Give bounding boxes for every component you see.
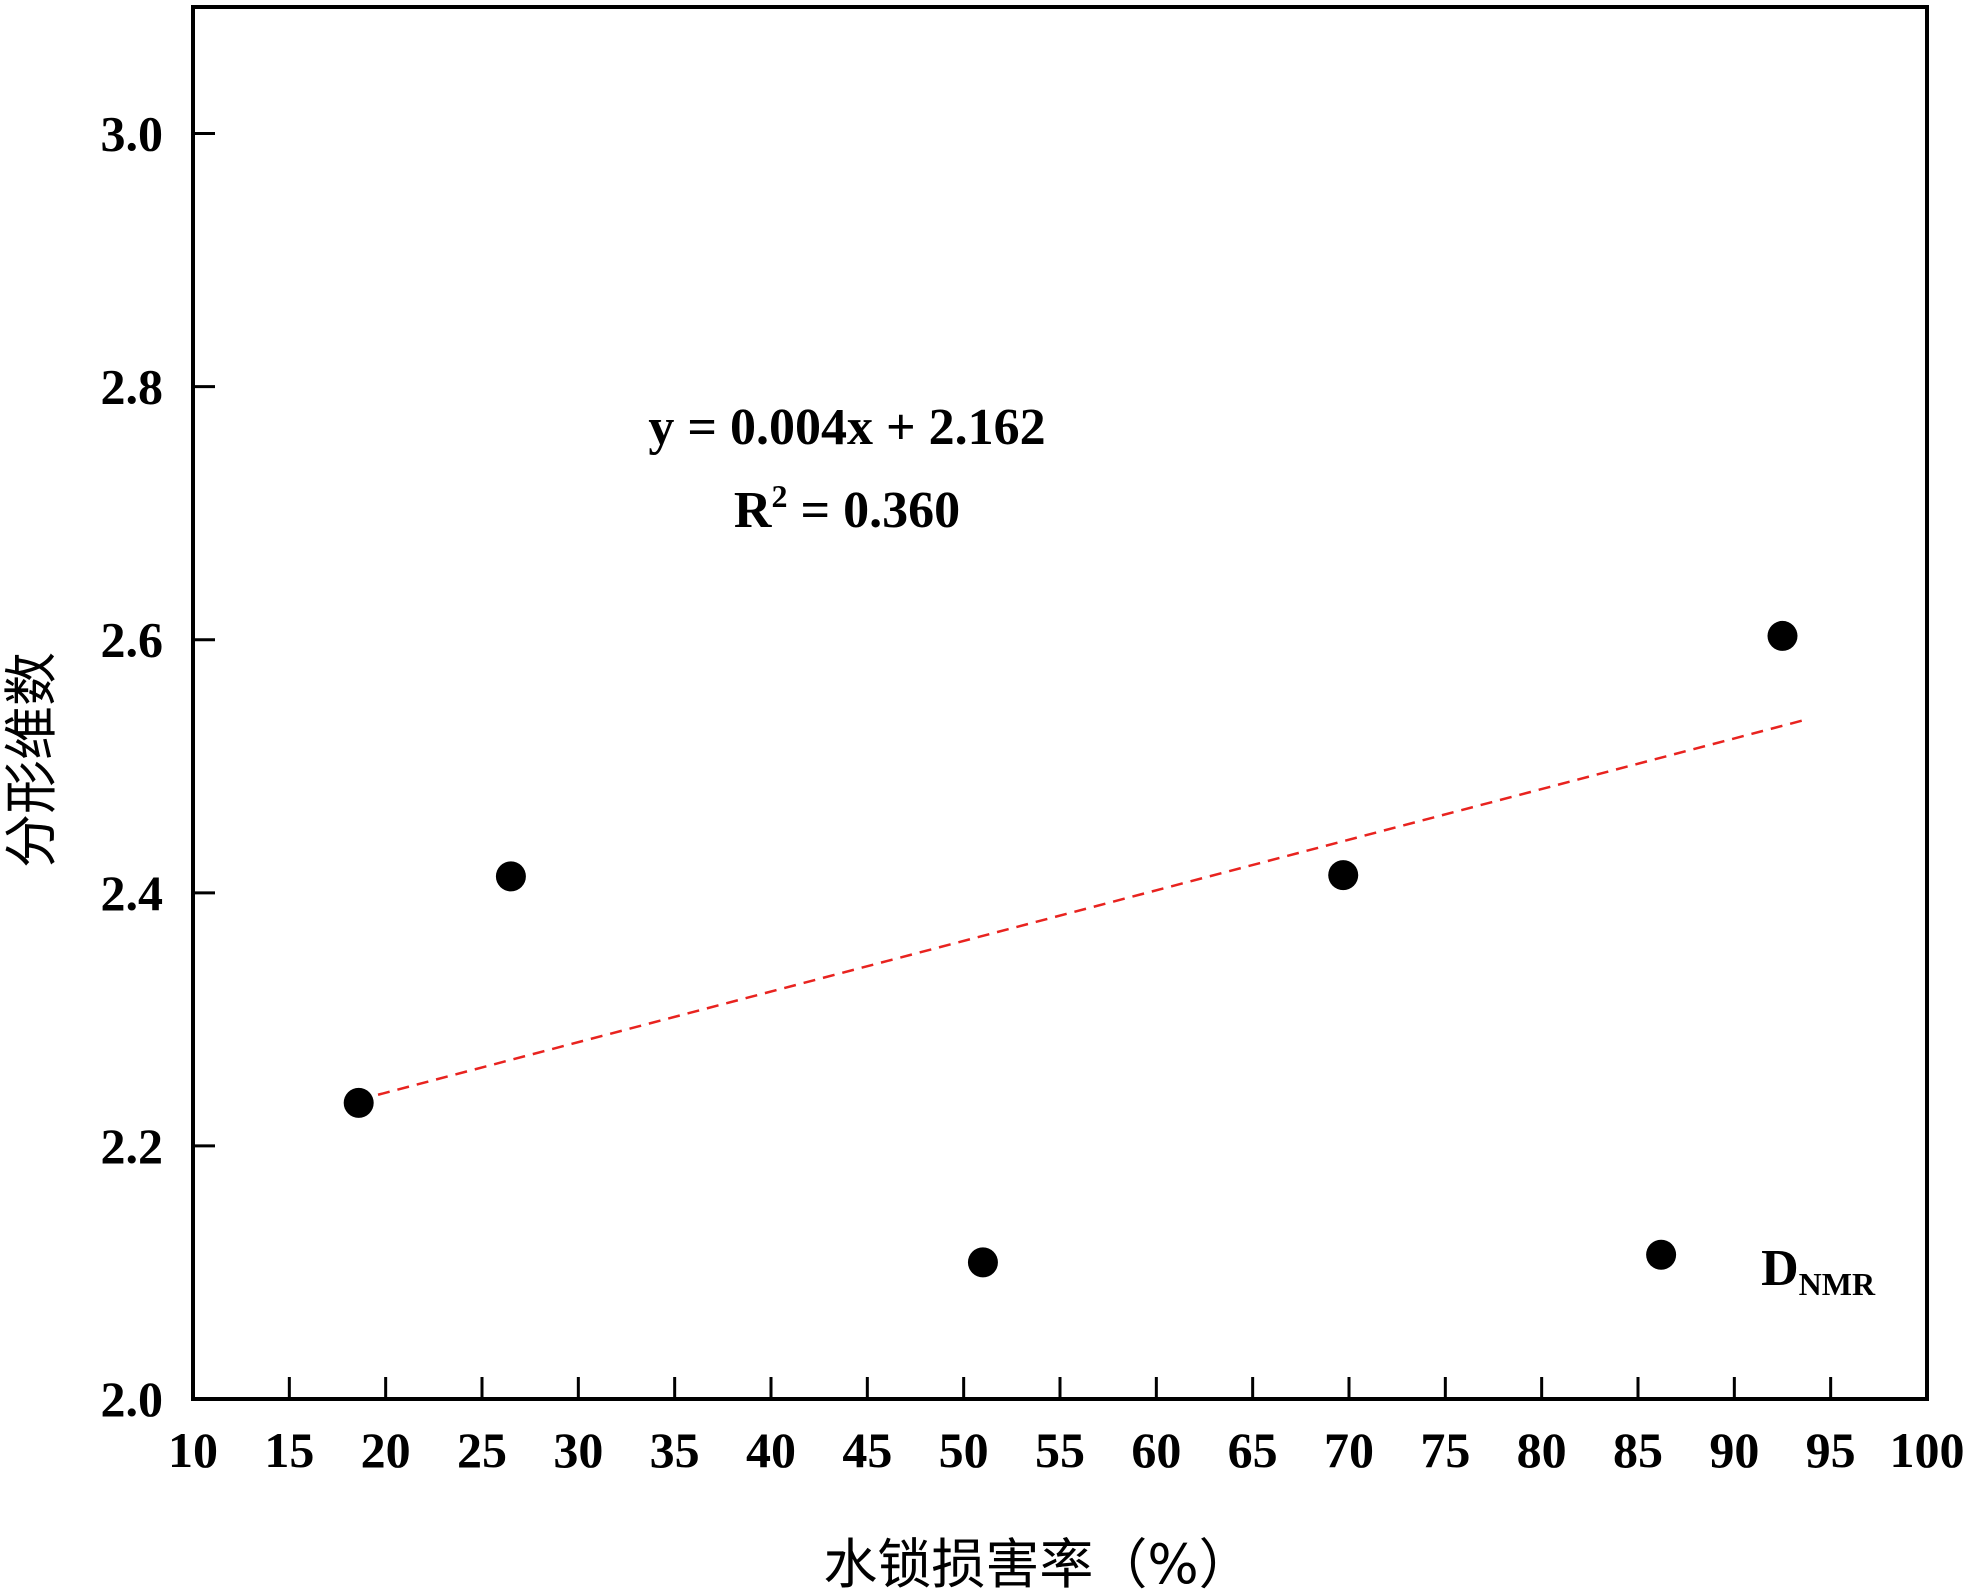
y-tick-label: 2.2 xyxy=(101,1118,164,1174)
legend-label: DNMR xyxy=(1761,1240,1876,1302)
y-tick-label: 3.0 xyxy=(101,106,164,162)
r-squared-annotation: R2 = 0.360 xyxy=(734,478,960,539)
data-point xyxy=(1767,620,1798,651)
x-tick-label: 80 xyxy=(1517,1422,1567,1478)
y-axis-title: 分形维数 xyxy=(0,652,63,868)
data-point xyxy=(343,1087,374,1118)
data-point xyxy=(1646,1239,1677,1270)
x-tick-label: 10 xyxy=(168,1422,218,1478)
data-point xyxy=(967,1247,998,1278)
x-tick-label: 45 xyxy=(842,1422,892,1478)
plot-frame xyxy=(191,5,1929,1401)
x-tick-label: 85 xyxy=(1613,1422,1663,1478)
x-tick-label: 20 xyxy=(361,1422,411,1478)
data-point xyxy=(1328,860,1359,891)
x-tick-label: 70 xyxy=(1324,1422,1374,1478)
y-tick-label: 2.0 xyxy=(101,1371,164,1427)
y-tick-label: 2.4 xyxy=(101,865,164,921)
x-tick-label: 15 xyxy=(264,1422,314,1478)
trend-line xyxy=(358,719,1803,1102)
x-tick-label: 25 xyxy=(457,1422,507,1478)
x-tick-label: 60 xyxy=(1131,1422,1181,1478)
equation-annotation: y = 0.004x + 2.162 xyxy=(648,399,1045,456)
x-tick-label: 65 xyxy=(1228,1422,1278,1478)
x-tick-label: 90 xyxy=(1709,1422,1759,1478)
x-axis-title: 水锁损害率（%） xyxy=(823,1533,1252,1593)
y-tick-label: 2.8 xyxy=(101,359,164,415)
x-tick-label: 30 xyxy=(553,1422,603,1478)
y-tick-label: 2.6 xyxy=(101,612,164,668)
x-tick-label: 50 xyxy=(939,1422,989,1478)
x-tick-label: 40 xyxy=(746,1422,796,1478)
x-axis-tick-labels: 10 15 20 25 30 35 40 45 50 55 60 65 70 75 80 85 90 95 100 xyxy=(168,1422,1965,1478)
y-axis-ticks xyxy=(193,132,215,1401)
x-tick-label: 100 xyxy=(1890,1422,1965,1478)
x-tick-label: 55 xyxy=(1035,1422,1085,1478)
data-points xyxy=(343,620,1798,1278)
y-axis-tick-labels: 2.0 2.2 2.4 2.6 2.8 3.0 xyxy=(101,106,164,1427)
x-tick-label: 35 xyxy=(650,1422,700,1478)
x-tick-label: 95 xyxy=(1806,1422,1856,1478)
x-axis-ticks xyxy=(191,1377,1929,1399)
x-tick-label: 75 xyxy=(1420,1422,1470,1478)
data-point xyxy=(495,861,526,892)
